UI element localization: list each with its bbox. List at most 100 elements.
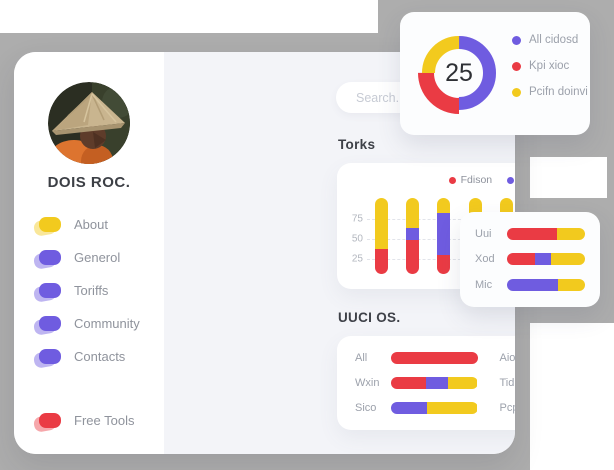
row-label: Aio: [499, 352, 516, 365]
uuci-bar-sico: [391, 401, 478, 414]
bar-segment-red: [507, 253, 536, 266]
community-blob-icon: [32, 315, 61, 336]
donut-legend-item-kpi-xioc: Kpi xioc: [512, 60, 588, 72]
torks-bar-2: [406, 198, 419, 274]
uuci-bar-all: [391, 352, 478, 365]
bar-segment-red: [375, 249, 388, 274]
bar-segment-purple: [437, 213, 450, 255]
avatar: [48, 82, 130, 164]
yellow-legend-dot: [512, 87, 521, 97]
uuci-bars-card: All Wxin Sico Aio Tid Pcp: [337, 336, 515, 430]
ytick-75: 75: [351, 213, 363, 225]
mini-bar-xod: [507, 253, 585, 266]
row-label: Uui: [475, 227, 492, 240]
donut-legend-label: Kpi xioc: [529, 60, 570, 72]
bar-segment-yellow: [437, 198, 450, 214]
sidebar-item-about[interactable]: About: [32, 214, 140, 237]
bar-segment-purple: [406, 227, 419, 240]
bar-segment-yellow: [427, 401, 478, 414]
uuci-row-tid: Tid: [500, 377, 516, 389]
donut-rings: [418, 32, 500, 114]
bar-segment-yellow: [448, 376, 478, 389]
sidebar-item-label: About: [74, 216, 108, 232]
bar-segment-red: [507, 227, 557, 240]
dashboard-card: DOIS ROC. About Generol Toriffs Community Co…: [14, 52, 515, 454]
toriffs-blob-icon: [32, 282, 61, 303]
mini-row-uui: Uui: [475, 227, 585, 240]
bar-segment-yellow: [550, 253, 585, 266]
legend-item-fdison: Fdison: [448, 174, 493, 186]
donut-legend-item-all-cidosd: All cidosd: [512, 34, 588, 46]
bar-segment-red: [406, 239, 419, 274]
bar-segment-red: [437, 254, 450, 274]
uuci-bar-wxin: [391, 376, 478, 389]
about-blob-icon: [32, 216, 61, 237]
donut-card: 25 All cidosd Kpi xioc Pcifn doinvi: [400, 12, 590, 135]
row-label: Pcp: [499, 401, 516, 414]
torks-bar-1: [375, 198, 388, 274]
bar-segment-yellow: [557, 279, 585, 292]
uuci-row-wxin: Wxin: [355, 376, 478, 389]
torks-section-title: Torks: [338, 137, 376, 152]
red-legend-dot: [512, 61, 521, 71]
profile-name: DOIS ROC.: [47, 174, 131, 191]
sidebar-item-contacts[interactable]: Contacts: [32, 346, 140, 369]
sidebar: DOIS ROC. About Generol Toriffs Community Co…: [14, 52, 164, 454]
donut-chart: 25: [414, 28, 504, 118]
red-legend-dot: [448, 176, 456, 184]
sidebar-item-label: Community: [74, 315, 140, 331]
contacts-blob-icon: [32, 348, 61, 369]
sidebar-item-toriffs[interactable]: Toriffs: [32, 280, 140, 303]
bar-segment-red: [391, 376, 426, 389]
donut-legend-item-pcifn-doinvi: Pcifn doinvi: [512, 86, 588, 98]
uuci-row-pcp: Pcp: [500, 402, 516, 414]
sidebar-item-generol[interactable]: Generol: [32, 247, 140, 270]
mini-bar-uui: [507, 227, 585, 240]
row-label: Sico: [355, 401, 377, 414]
sidebar-item-label: Free Tools: [74, 412, 135, 428]
uuci-section-title: UUCI OS.: [338, 310, 401, 325]
bar-segment-purple: [507, 279, 558, 292]
row-label: All: [355, 352, 368, 365]
bar-segment-purple: [391, 401, 428, 414]
bar-segment-red: [391, 352, 478, 365]
donut-value: 25: [445, 58, 473, 87]
bar-segment-yellow: [375, 198, 388, 250]
legend-item-oidnksdi-os: Oidnksdi os: [507, 174, 515, 186]
row-label: Mic: [475, 279, 493, 292]
generol-blob-icon: [32, 249, 61, 270]
bar-segment-yellow: [556, 227, 585, 240]
uuci-row-all: All: [355, 352, 478, 365]
ytick-50: 50: [351, 233, 363, 245]
bar-segment-purple: [535, 253, 551, 266]
uuci-row-aio: Aio: [500, 352, 516, 364]
mini-row-mic: Mic: [475, 279, 585, 292]
mini-bar-mic: [507, 279, 585, 292]
sidebar-item-free-tools[interactable]: Free Tools: [32, 410, 135, 433]
donut-legend: All cidosd Kpi xioc Pcifn doinvi: [512, 34, 588, 98]
donut-segment-pcifn-doinvi: [422, 36, 496, 110]
torks-bar-3: [437, 198, 450, 274]
legend-label: Fdison: [460, 174, 493, 186]
sidebar-item-community[interactable]: Community: [32, 313, 140, 336]
row-label: Tid: [499, 376, 515, 389]
purple-legend-dot: [507, 176, 515, 184]
ytick-25: 25: [351, 253, 363, 265]
bg-white-notch: [530, 157, 607, 198]
avatar-photo-illustration: [48, 82, 130, 164]
sidebar-item-label: Contacts: [74, 348, 126, 364]
sidebar-item-label: Toriffs: [74, 282, 109, 298]
mini-row-xod: Xod: [475, 253, 585, 266]
bar-segment-purple: [425, 376, 449, 389]
uuci-row-sico: Sico: [355, 401, 478, 414]
row-label: Wxin: [355, 376, 380, 389]
donut-legend-label: All cidosd: [529, 34, 579, 46]
sidebar-footer-menu: Free Tools: [32, 410, 135, 443]
torks-chart-legend: Fdison Oidnksdi os: [448, 174, 515, 186]
mini-bars-card: Uui Xod Mic: [460, 212, 600, 307]
free-tools-blob-icon: [32, 412, 61, 433]
sidebar-item-label: Generol: [74, 249, 121, 265]
bar-segment-yellow: [406, 198, 419, 228]
donut-legend-label: Pcifn doinvi: [529, 86, 588, 98]
